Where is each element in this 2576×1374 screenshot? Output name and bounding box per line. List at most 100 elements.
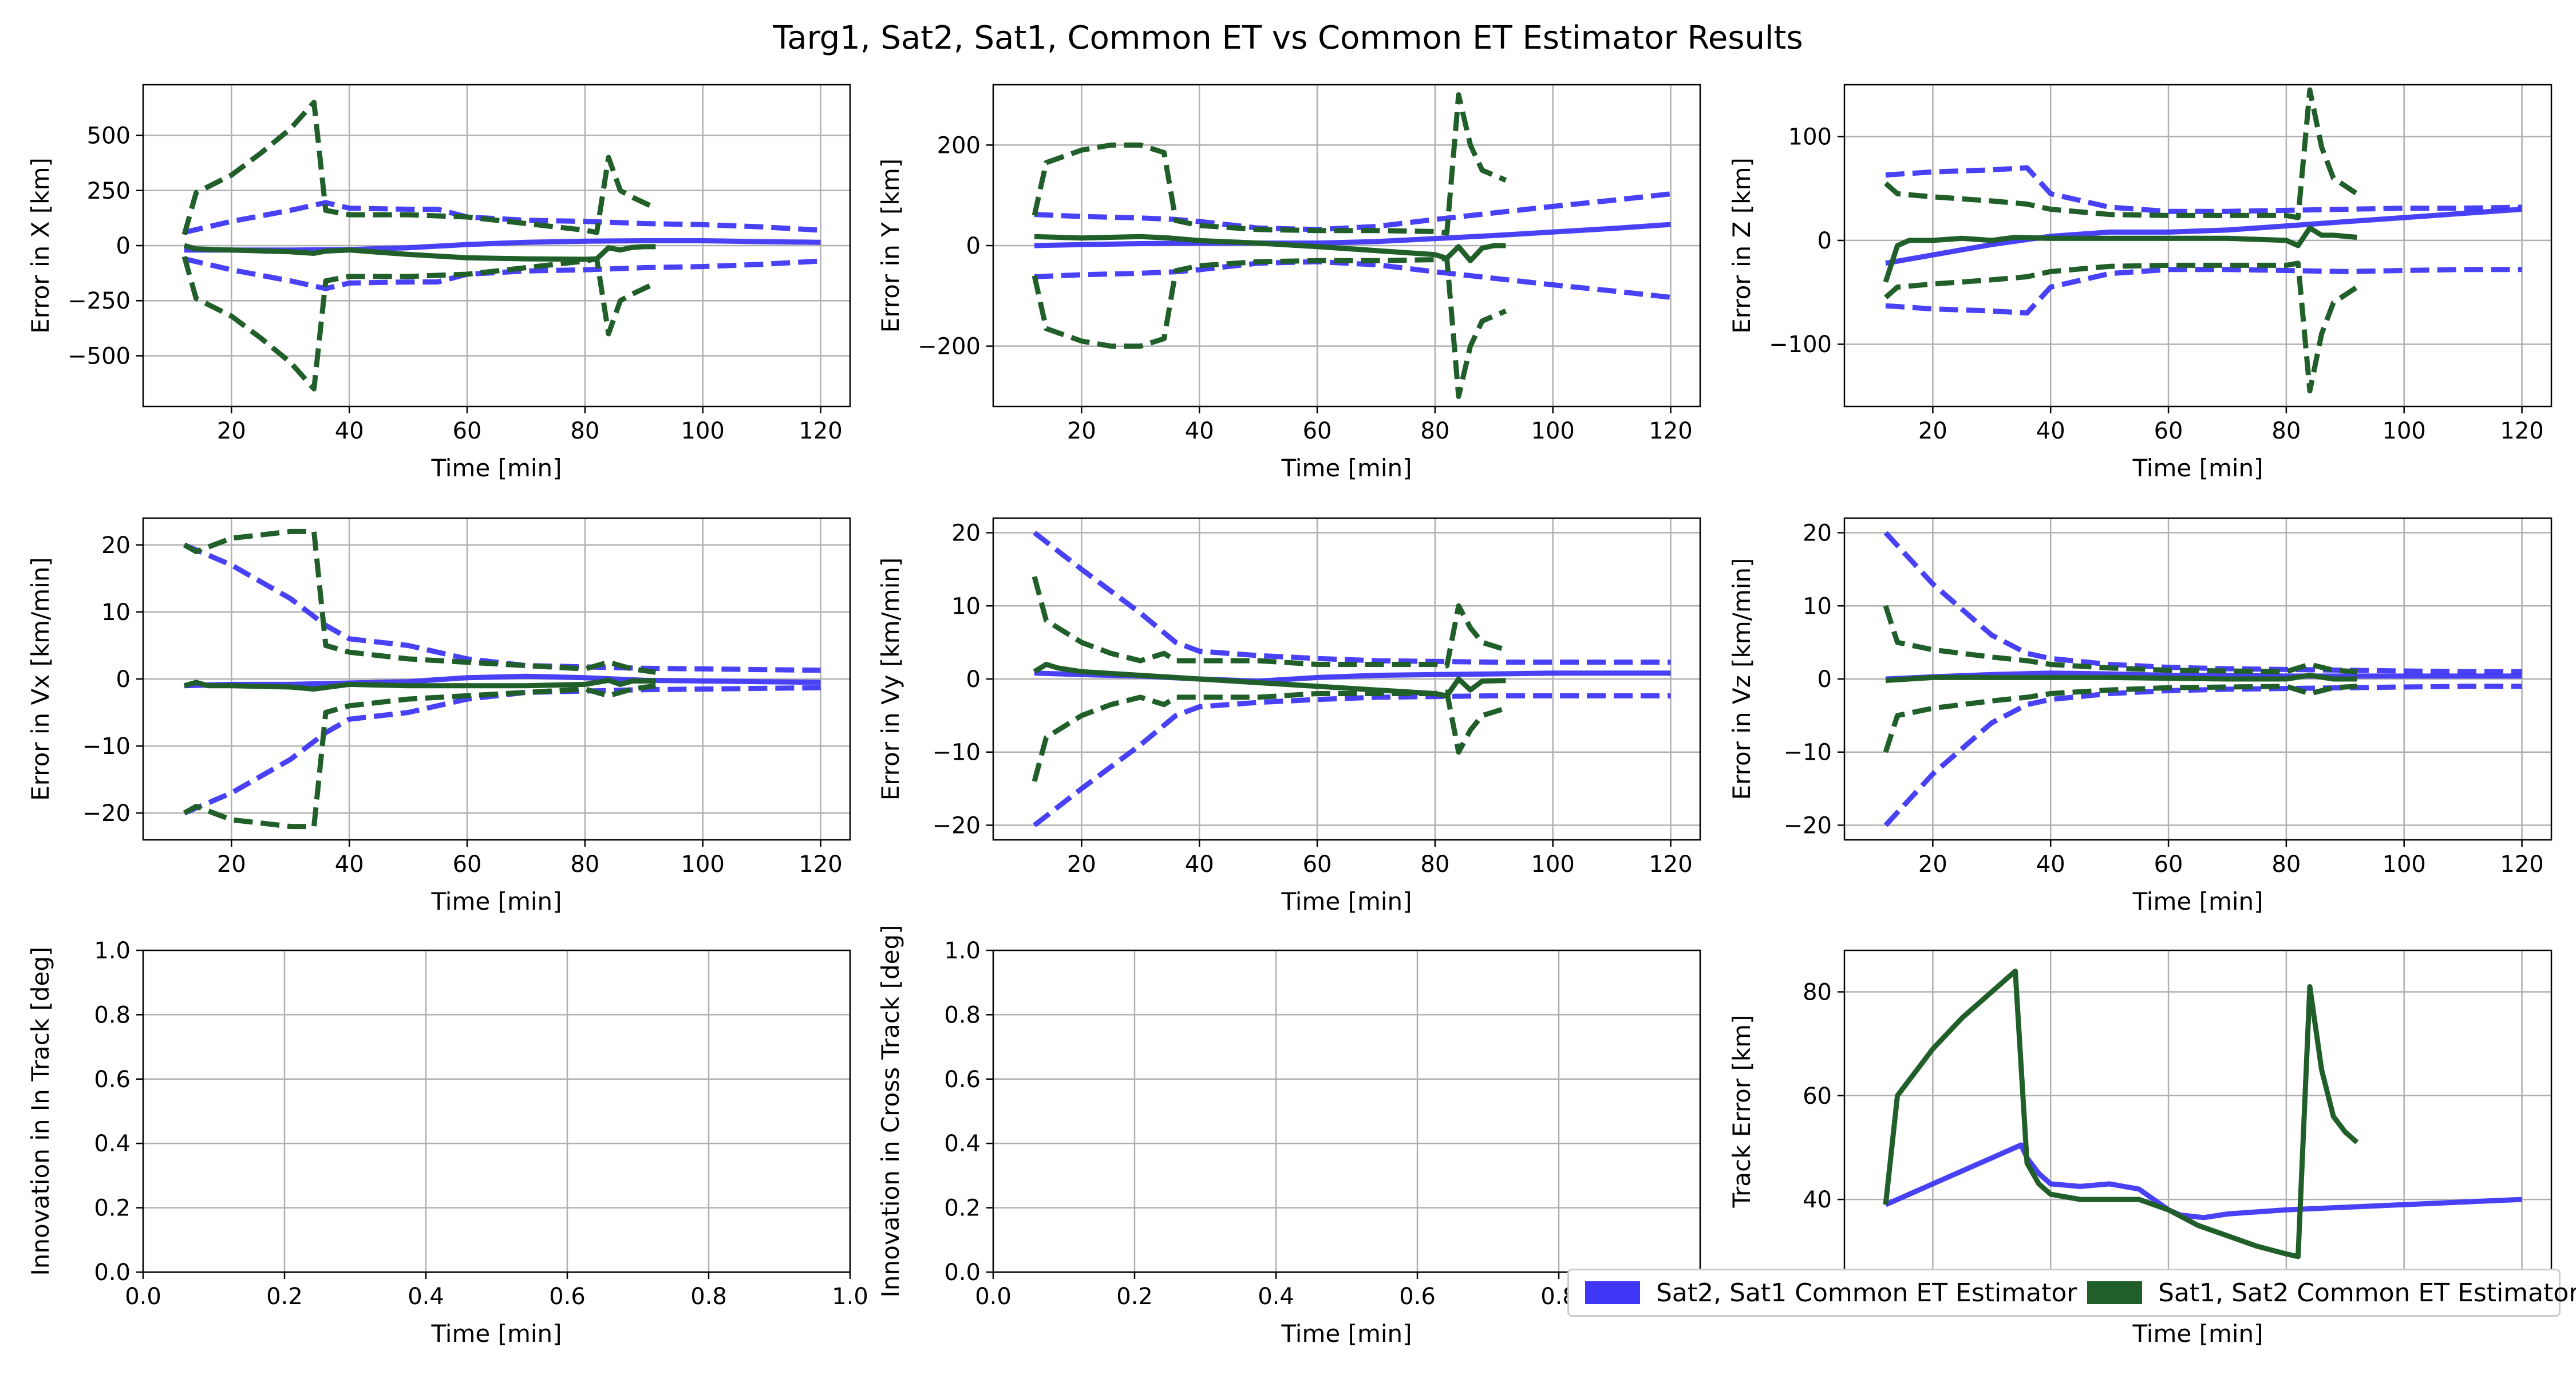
x-tick-label: 80: [570, 851, 599, 878]
y-tick-label: 20: [1803, 520, 1832, 547]
x-tick-label: 0.2: [266, 1284, 303, 1310]
legend-label-sat1-sat2: Sat1, Sat2 Common ET Estimator: [2158, 1278, 2576, 1308]
subplot-4: 20 40 60 80 100 120 −20 −10 0 10 20 Time [min] Error…: [26, 517, 851, 915]
y-axis-label: Error in Vx [km/min]: [26, 557, 54, 801]
x-tick-label: 100: [2383, 851, 2426, 878]
y-tick-label: 20: [101, 532, 131, 559]
y-tick-label: 10: [951, 593, 981, 619]
series-line-4: [183, 677, 656, 692]
subplot-6: 20 40 60 80 100 120 −20 −10 0 10 20 Time [min] Error…: [1728, 517, 2553, 915]
y-tick-label: 0: [116, 233, 131, 259]
y-tick-label: 60: [1803, 1083, 1832, 1110]
x-tick-label: 100: [1531, 851, 1575, 878]
series-line-1: [1885, 207, 2522, 266]
x-tick-label: 60: [1303, 851, 1332, 878]
x-tick-label: 40: [1185, 851, 1214, 878]
x-axis-label: Time [min]: [2132, 454, 2263, 482]
series-line-2: [1885, 165, 2522, 214]
series-group: [1032, 530, 1671, 828]
x-tick-label: 20: [217, 418, 246, 444]
axes-frame: [142, 949, 851, 1273]
y-axis-label: Error in Y [km]: [876, 159, 904, 333]
legend: Sat2, Sat1 Common ET Estimator Sat1, Sat…: [1567, 1269, 2576, 1317]
series-group: [1883, 87, 2522, 394]
series-line-4: [1885, 673, 2357, 684]
series-line-2: [1033, 530, 1671, 665]
legend-swatch-sat2-sat1: [1585, 1281, 1640, 1304]
series-line-6: [1884, 260, 2358, 394]
series-line-6: [181, 255, 657, 392]
series-line-4: [183, 243, 656, 262]
y-tick-label: 20: [951, 520, 981, 547]
subplot-2: 20 40 60 80 100 120 −200 0 200 Time [min] Error in…: [876, 84, 1701, 482]
series-line-5: [183, 528, 657, 675]
subplot-1: 20 40 60 80 100 120 −500 −250 0 250 500 Time [min] E…: [26, 84, 851, 482]
y-tick-label: −10: [933, 740, 981, 766]
y-tick-label: 0: [116, 666, 131, 693]
x-tick-label: 20: [1918, 418, 1947, 444]
series-line-6: [183, 683, 657, 830]
x-tick-label: 40: [2036, 851, 2065, 878]
y-axis-label: Track Error [km]: [1728, 1015, 1756, 1209]
x-tick-label: 20: [1918, 851, 1947, 878]
series-line-6: [1032, 255, 1507, 399]
series-group: [183, 528, 821, 830]
y-tick-label: 0: [1818, 666, 1832, 693]
series-line-3: [1034, 259, 1671, 300]
x-tick-label: 40: [2036, 418, 2065, 444]
x-tick-label: 20: [1067, 418, 1096, 444]
x-tick-label: 100: [681, 418, 725, 444]
x-tick-label: 20: [1067, 851, 1096, 878]
y-tick-label: −20: [1784, 812, 1832, 839]
series-line-1: [1884, 1142, 2522, 1221]
series-line-2: [183, 542, 821, 673]
y-tick-label: 250: [87, 178, 131, 204]
x-axis-label: Time [min]: [1281, 454, 1412, 482]
x-tick-label: 100: [2383, 418, 2426, 444]
x-axis-label: Time [min]: [2132, 887, 2263, 915]
y-tick-label: 0.8: [94, 1002, 131, 1028]
x-tick-label: 40: [335, 851, 364, 878]
series-line-4: [1033, 662, 1506, 698]
x-tick-label: 1.0: [832, 1284, 868, 1310]
series-line-1: [1034, 222, 1671, 248]
x-tick-label: 0.4: [1258, 1284, 1294, 1310]
series-line-4: [1883, 225, 2357, 283]
figure-title: Targ1, Sat2, Sat1, Common ET vs Common E…: [773, 19, 1803, 57]
x-tick-label: 120: [799, 851, 842, 878]
y-tick-label: 80: [1803, 980, 1832, 1006]
series-group: [1883, 531, 2522, 827]
y-tick-label: −250: [68, 288, 131, 314]
x-tick-label: 40: [1185, 418, 1214, 444]
axes-frame: [1843, 517, 2553, 841]
x-axis-label: Time [min]: [430, 454, 562, 482]
x-tick-label: 60: [2154, 851, 2183, 878]
y-tick-label: −10: [1784, 740, 1832, 766]
series-line-3: [1033, 693, 1671, 828]
series-line-5: [1032, 92, 1507, 236]
y-tick-label: −100: [1769, 331, 1832, 358]
x-tick-label: 20: [217, 851, 246, 878]
x-tick-label: 60: [2154, 418, 2183, 444]
series-group: [181, 100, 821, 392]
y-tick-label: 0.0: [94, 1260, 131, 1286]
y-tick-label: 0.6: [944, 1067, 981, 1093]
series-group: [1883, 968, 2522, 1260]
y-tick-label: 0.6: [94, 1067, 131, 1093]
x-tick-label: 0.8: [690, 1284, 727, 1310]
y-tick-label: 500: [87, 123, 131, 149]
y-tick-label: 10: [101, 599, 131, 626]
x-tick-label: 40: [335, 418, 364, 444]
y-tick-label: 0.0: [944, 1260, 981, 1286]
legend-item-sat1-sat2: Sat1, Sat2 Common ET Estimator: [2087, 1270, 2576, 1315]
axes-frame: [992, 84, 1701, 408]
y-tick-label: 0: [966, 233, 981, 259]
series-line-6: [1032, 689, 1507, 782]
y-tick-label: −20: [82, 800, 131, 827]
subplot-5: 20 40 60 80 100 120 −20 −10 0 10 20 Time [min] Error…: [876, 517, 1701, 915]
series-line-3: [1883, 684, 2522, 827]
y-axis-label: Innovation in Cross Track [deg]: [876, 925, 904, 1297]
y-tick-label: 0.4: [94, 1131, 131, 1157]
y-tick-label: −500: [68, 343, 131, 369]
series-line-2: [183, 200, 821, 235]
